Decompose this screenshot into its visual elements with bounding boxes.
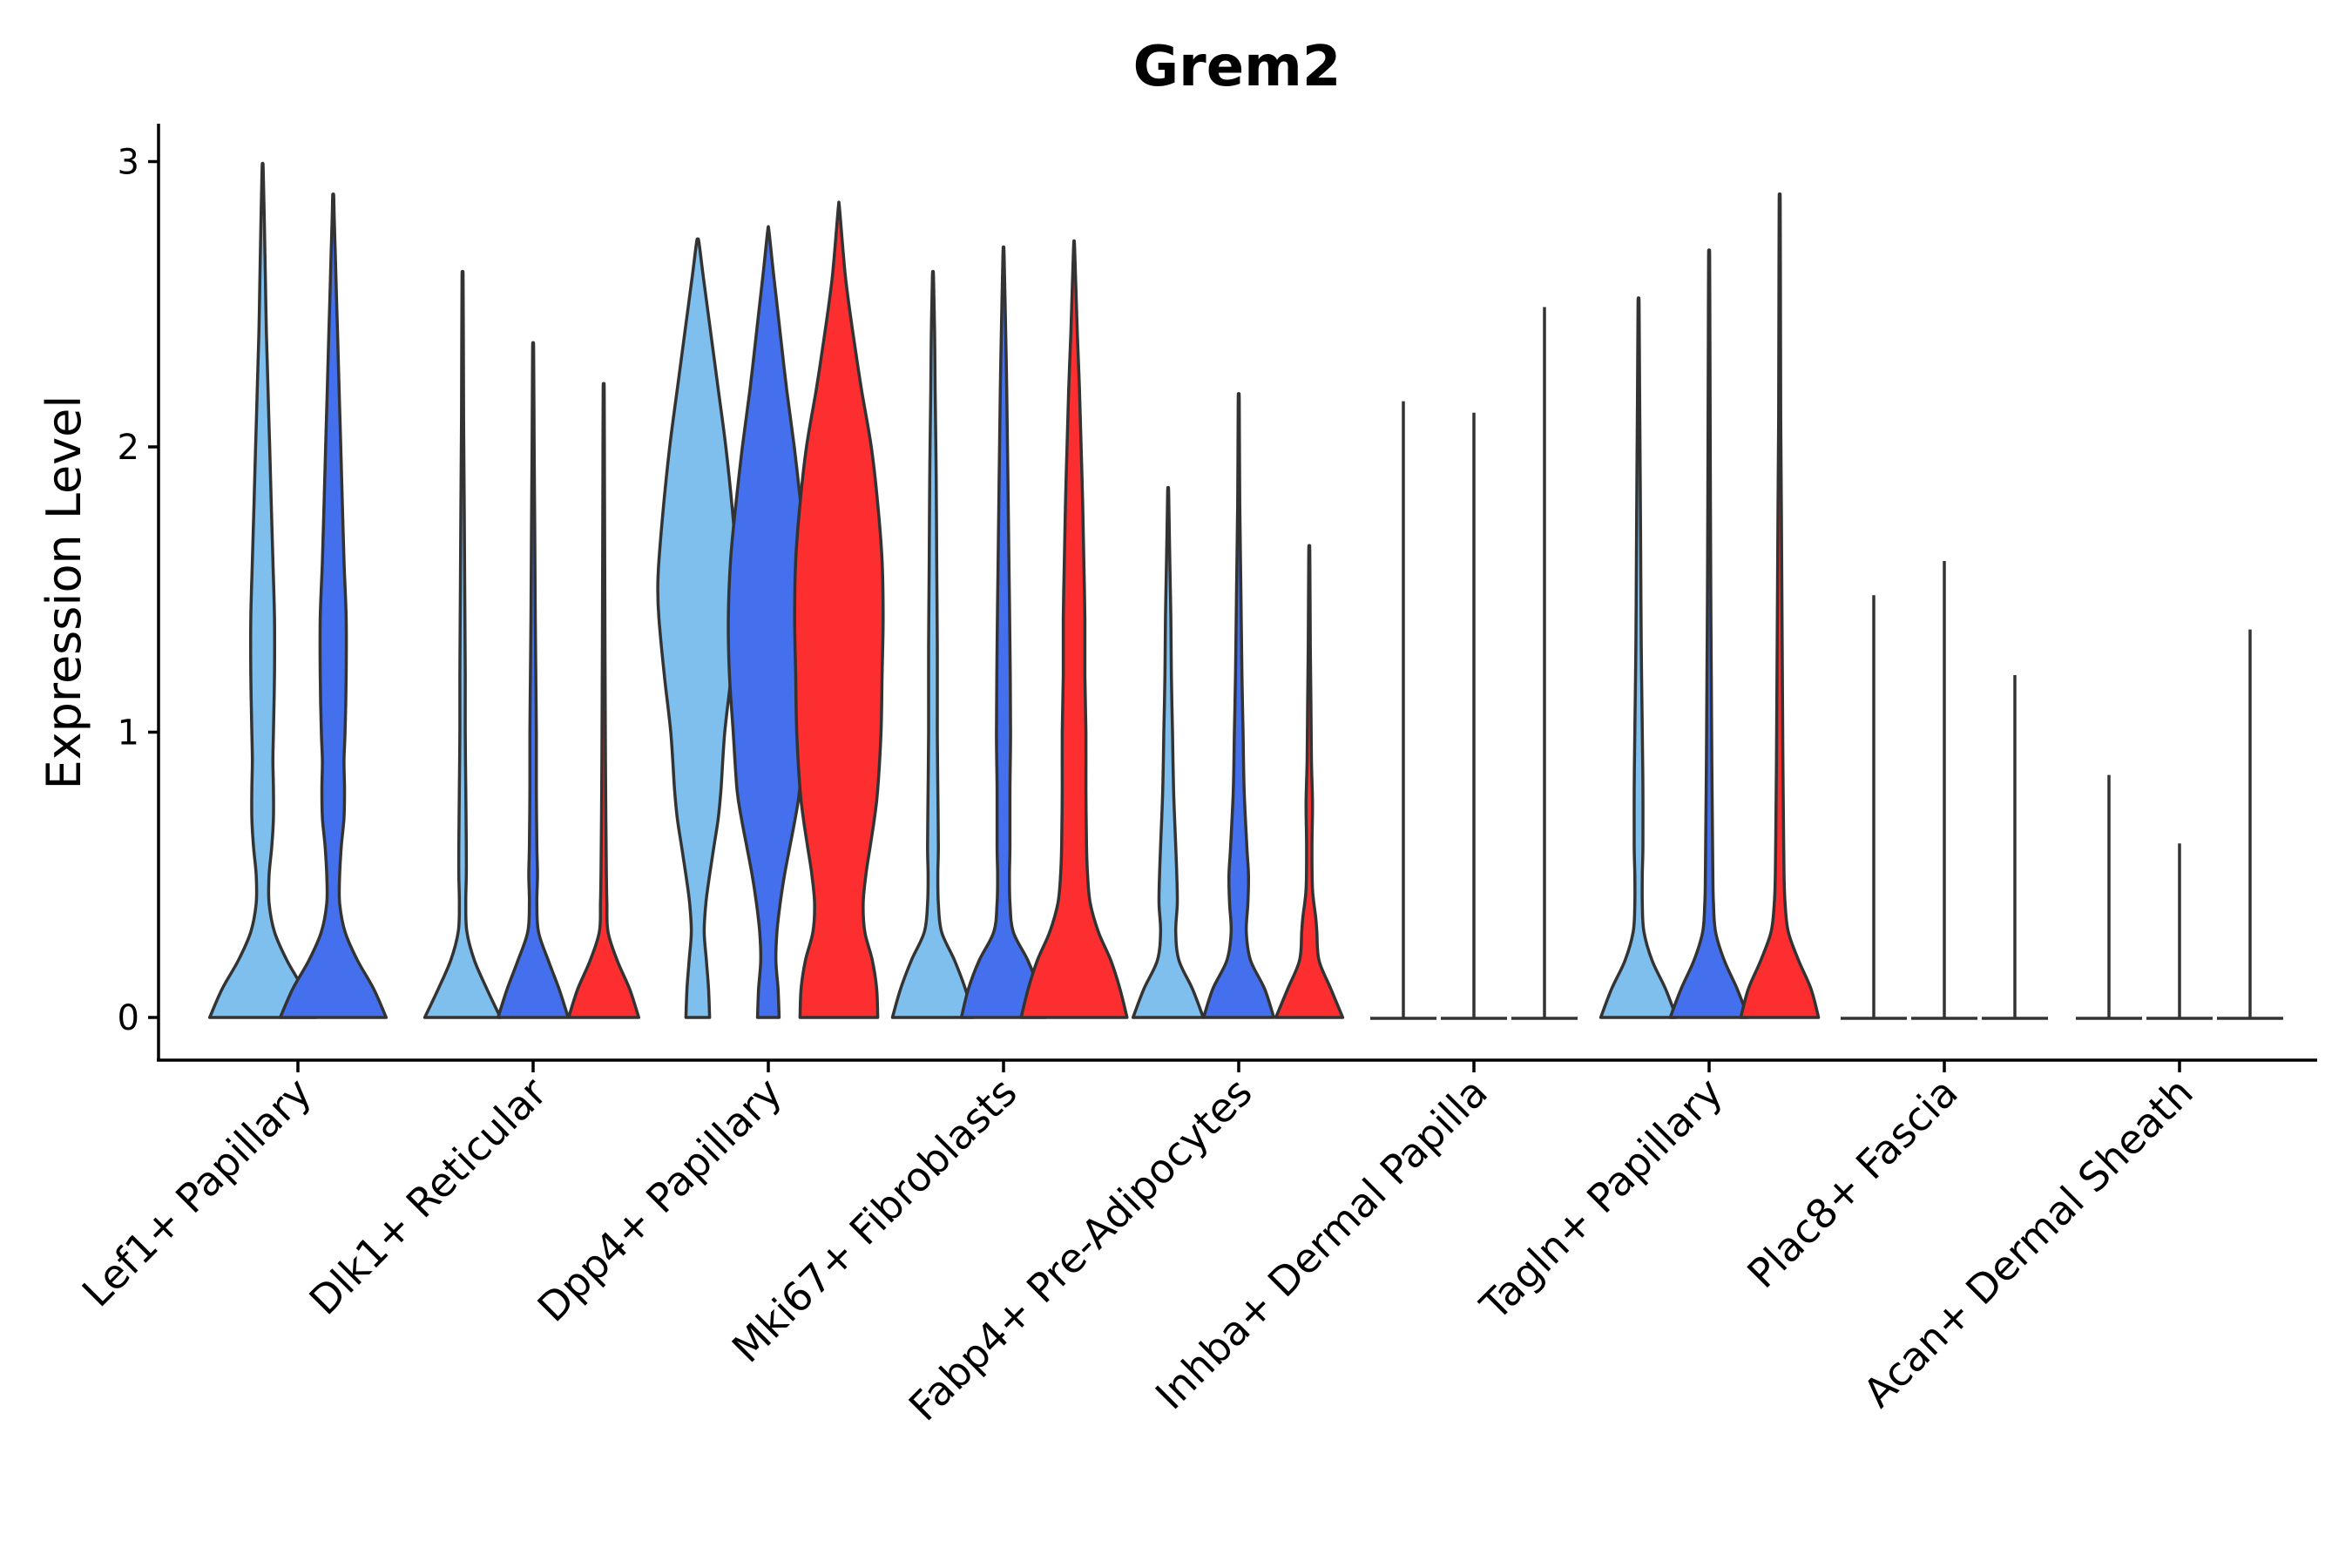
y-tick-label: 3: [118, 143, 139, 183]
violin: [278, 193, 389, 1019]
violin: [727, 225, 810, 1019]
violin: [207, 161, 318, 1019]
y-tick-label: 1: [118, 713, 139, 754]
violin: [422, 269, 503, 1019]
violin: [656, 237, 740, 1019]
violin: [1598, 296, 1679, 1019]
violin: [566, 382, 641, 1019]
violin: [1019, 239, 1129, 1019]
violin: [890, 269, 976, 1019]
y-tick-label: 2: [118, 428, 139, 468]
axes-layer: [157, 124, 2317, 1062]
x-tick-label: Dlk1+ Reticular: [301, 1069, 556, 1324]
violin: [1201, 392, 1276, 1019]
chart-title: Grem2: [1133, 35, 1342, 99]
violin: [1668, 248, 1750, 1019]
violin: [793, 200, 885, 1019]
violin: [496, 341, 571, 1019]
y-axis-label: Expression Level: [37, 395, 91, 790]
x-tick-label: Lef1+ Papillary: [73, 1069, 321, 1316]
x-tick-label: Dpp4+ Papillary: [529, 1069, 791, 1331]
violin: [1739, 192, 1821, 1019]
violin: [1274, 544, 1345, 1019]
y-tick-label: 0: [118, 998, 139, 1038]
violin: [959, 245, 1048, 1019]
x-tick-label: Plac8+ Fascia: [1738, 1069, 1966, 1297]
x-tick-label: Tagln+ Papillary: [1470, 1069, 1732, 1330]
violins-layer: [207, 161, 2283, 1020]
y-ticks: 0 1 2 3: [118, 143, 159, 1038]
violin: [1131, 485, 1206, 1019]
